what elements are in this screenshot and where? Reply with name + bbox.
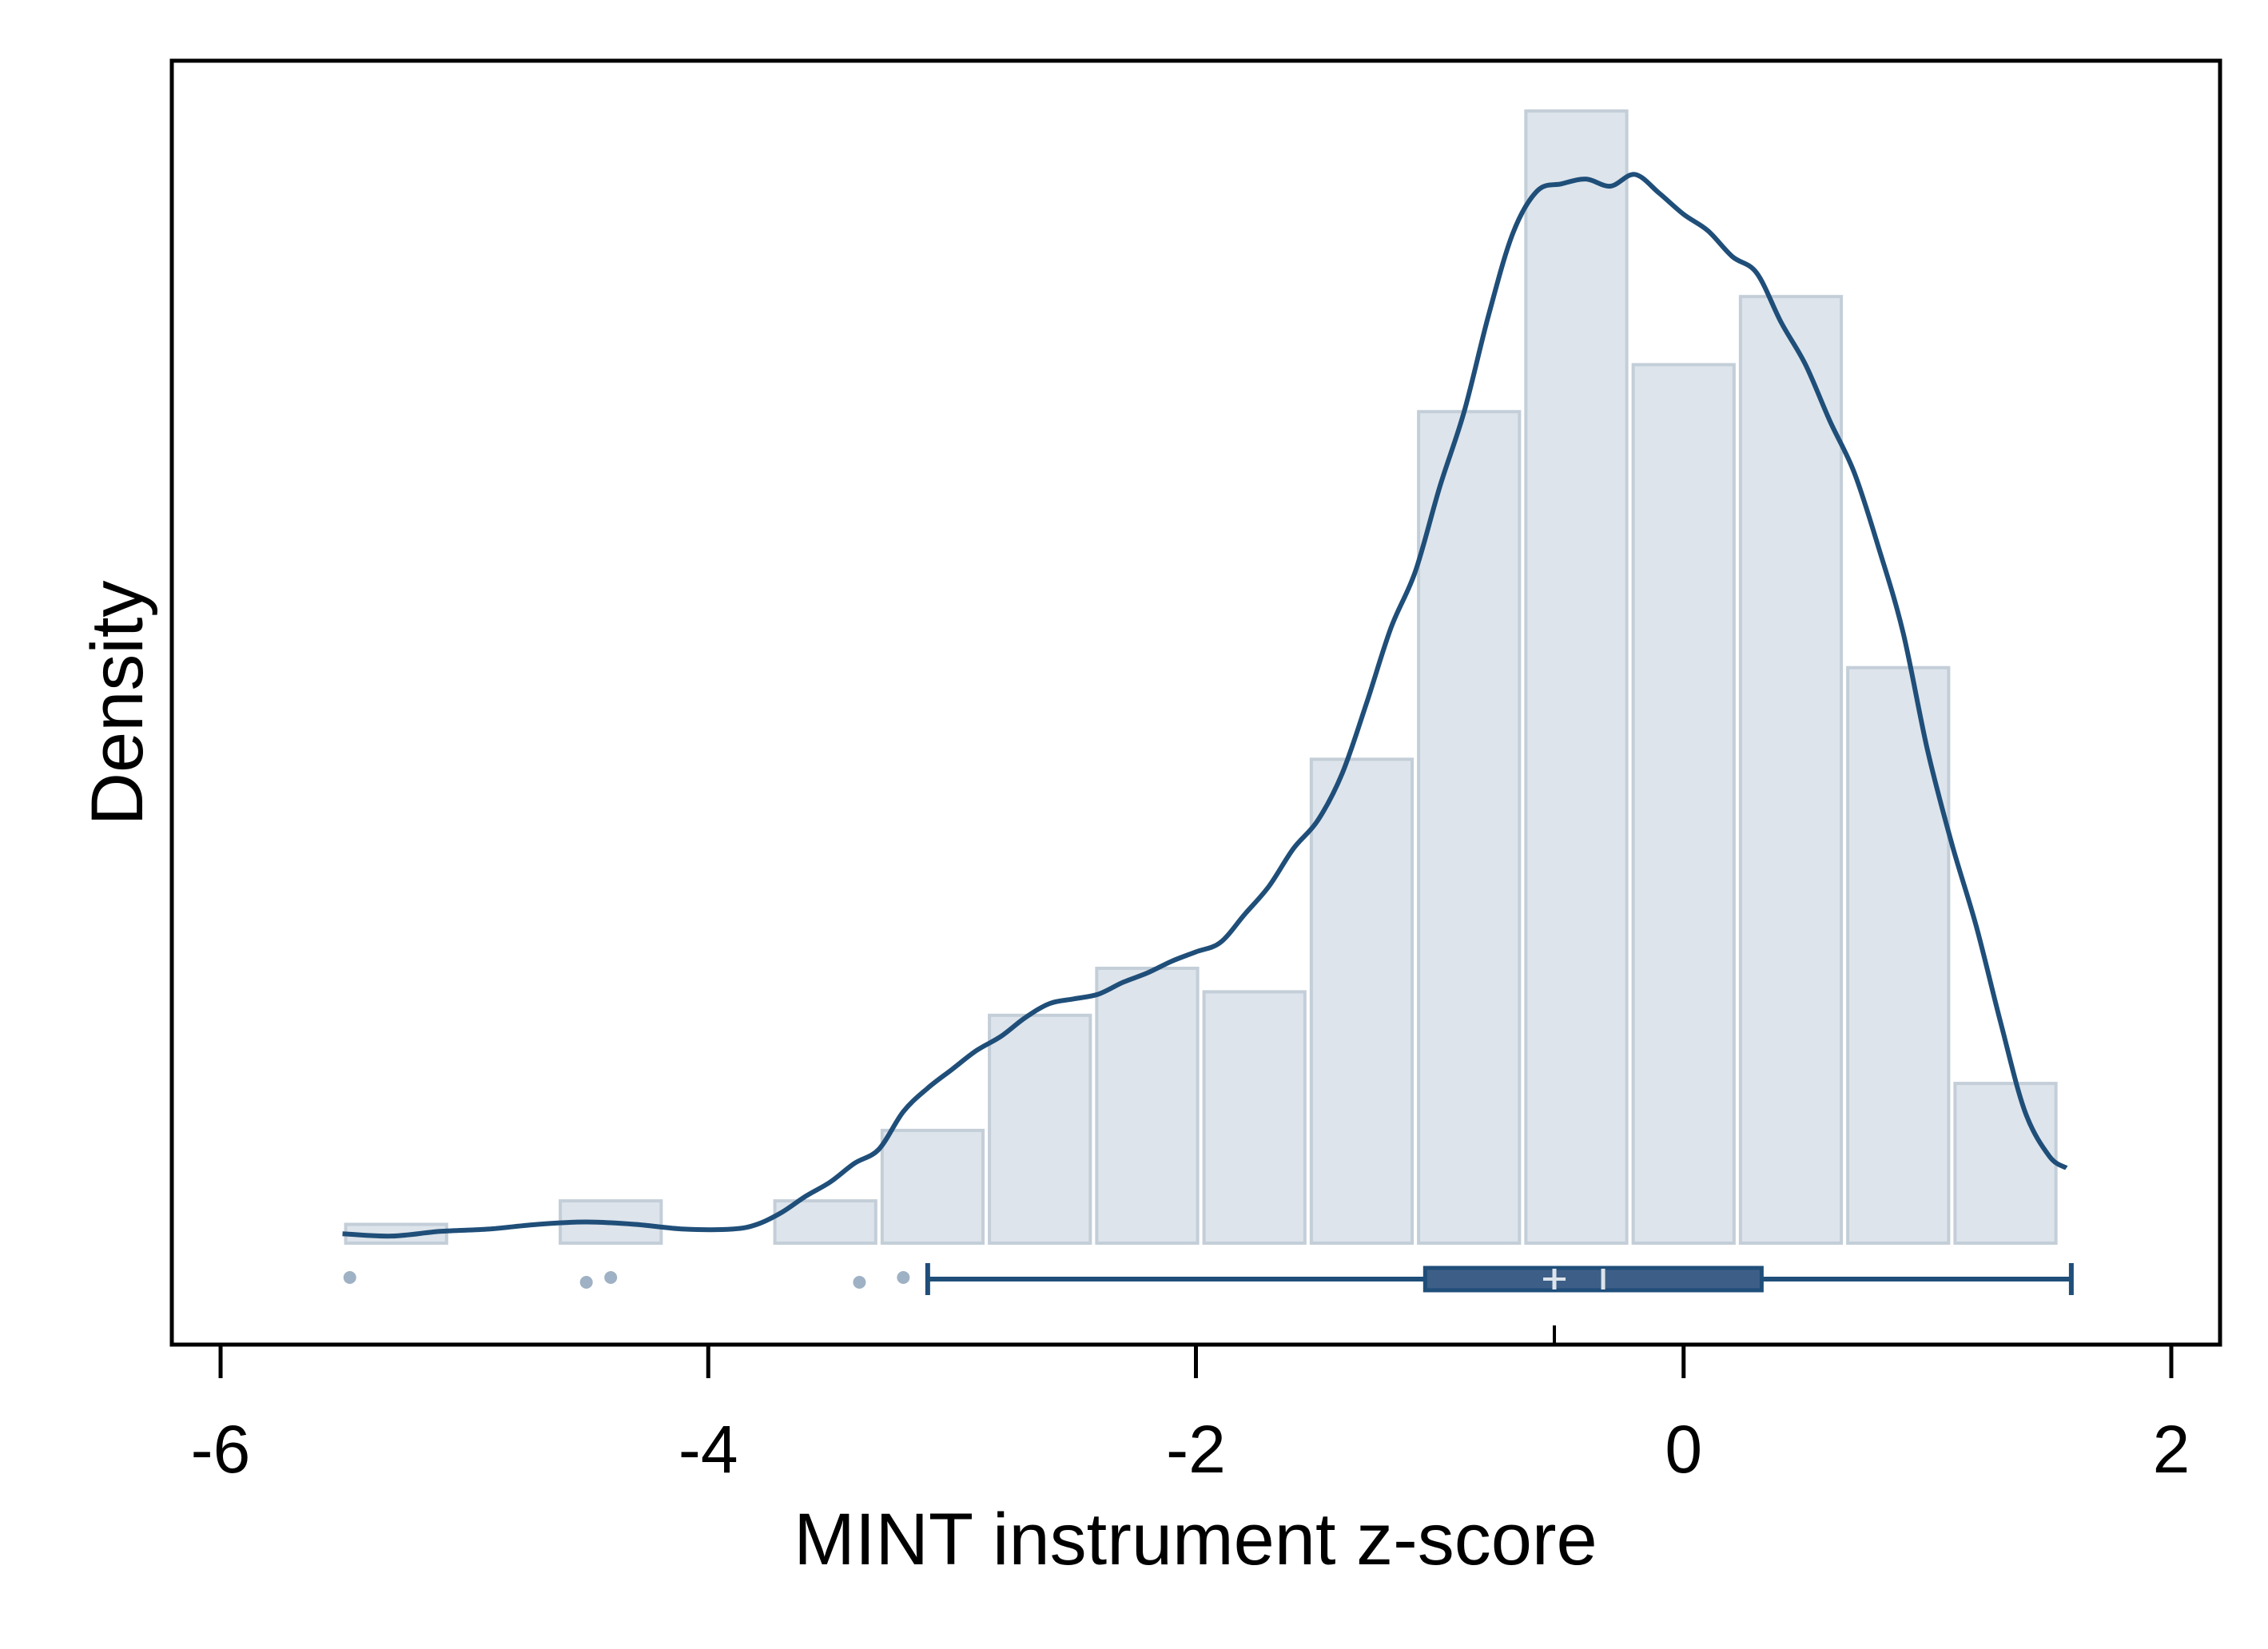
boxplot-outlier-4 xyxy=(897,1271,910,1284)
kde-curve-group xyxy=(342,172,2068,1239)
kde-curve xyxy=(342,172,2068,1239)
x-tick-label-3: 0 xyxy=(1665,1412,1702,1487)
histogram-bar-11 xyxy=(1524,109,1629,1245)
histogram-bars xyxy=(344,109,2058,1246)
x-tick-label-2: -2 xyxy=(1166,1412,1226,1487)
boxplot xyxy=(343,1263,2074,1295)
boxplot-box xyxy=(1422,1266,1764,1293)
histogram-bar-10 xyxy=(1417,410,1522,1245)
histogram-bar-7 xyxy=(1095,967,1200,1246)
histogram-bar-9 xyxy=(1309,757,1415,1245)
x-tick-label-1: -4 xyxy=(678,1412,738,1487)
x-axis-title: MINT instrument z-score xyxy=(794,1499,1597,1580)
histogram-bar-13 xyxy=(1738,295,1844,1245)
histogram-bar-5 xyxy=(880,1128,985,1245)
histogram-bar-4 xyxy=(773,1199,877,1245)
boxplot-outlier-1 xyxy=(579,1276,593,1289)
histogram-bar-6 xyxy=(988,1013,1092,1245)
histogram-bar-12 xyxy=(1631,363,1736,1246)
x-tick-label-4: 2 xyxy=(2153,1412,2190,1487)
histogram-bar-15 xyxy=(1953,1082,2058,1245)
x-tick-label-0: -6 xyxy=(191,1412,251,1487)
boxplot-outlier-2 xyxy=(604,1271,618,1284)
boxplot-outlier-0 xyxy=(343,1271,356,1284)
y-axis-title: Density xyxy=(77,581,158,826)
boxplot-outlier-3 xyxy=(853,1276,866,1289)
histogram-bar-8 xyxy=(1202,990,1307,1246)
x-axis: -6 -4 -2 0 2 xyxy=(191,1325,2190,1487)
histogram-bar-14 xyxy=(1846,666,1951,1245)
